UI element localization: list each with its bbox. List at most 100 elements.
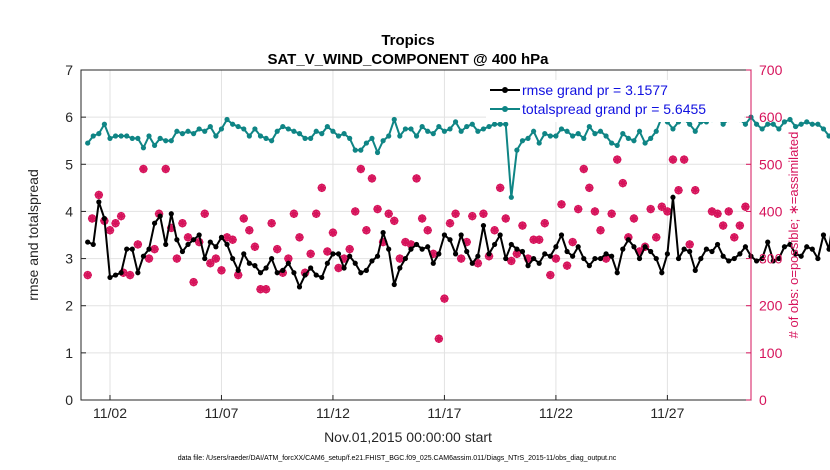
- rmse-point: [213, 244, 219, 250]
- asterisk-stroke: [88, 214, 96, 223]
- obs-assimilated-point: [206, 259, 215, 268]
- rmse-point: [508, 241, 514, 248]
- y-tick-label: 2: [65, 298, 73, 314]
- asterisk-stroke: [730, 233, 738, 241]
- asterisk-stroke: [229, 236, 237, 244]
- rmse-point: [230, 255, 236, 262]
- totalspread-point: [436, 123, 442, 130]
- asterisk-stroke: [457, 254, 465, 263]
- obs-assimilated-point: [417, 214, 427, 223]
- grid: [81, 70, 751, 400]
- rmse-point: [224, 241, 230, 248]
- totalspread-point: [687, 121, 693, 127]
- obs-assimilated-point: [239, 214, 248, 223]
- asterisk-stroke: [145, 254, 153, 263]
- rmse-point: [347, 253, 353, 259]
- rmse-point: [269, 255, 275, 262]
- asterisk-stroke: [284, 254, 292, 263]
- obs-assimilated-point: [718, 221, 728, 230]
- asterisk-stroke: [312, 210, 320, 218]
- rmse-point: [726, 258, 732, 264]
- asterisk-stroke: [435, 335, 443, 343]
- totalspread-point: [759, 126, 765, 132]
- totalspread-point: [313, 128, 319, 134]
- obs-assimilated-point: [116, 211, 126, 221]
- obs-assimilated-point: [579, 164, 588, 174]
- x-tick-label: 11/02: [93, 405, 127, 421]
- rmse-point: [96, 199, 102, 205]
- obs-assimilated-point: [495, 183, 505, 193]
- rmse-point: [257, 270, 264, 276]
- totalspread-point: [408, 126, 414, 132]
- asterisk-stroke: [134, 240, 142, 249]
- totalspread-point: [441, 128, 448, 134]
- rmse-point: [491, 241, 498, 248]
- asterisk-stroke: [669, 155, 677, 164]
- rmse-point: [475, 253, 481, 259]
- obs-assimilated-point: [534, 235, 544, 244]
- obs-assimilated-point: [245, 226, 254, 235]
- rmse-point: [202, 255, 208, 262]
- obs-assimilated-point: [557, 200, 566, 209]
- totalspread-point: [257, 133, 264, 139]
- asterisk-stroke: [580, 165, 588, 173]
- rmse-point: [620, 246, 626, 252]
- asterisk-stroke: [412, 174, 421, 183]
- totalspread-point: [503, 121, 509, 127]
- asterisk-stroke: [95, 191, 103, 199]
- rmse-point: [731, 255, 737, 262]
- rmse-point: [363, 267, 369, 273]
- rmse-point: [408, 246, 414, 252]
- rmse-point: [397, 265, 403, 271]
- data-file-footnote: data file: /Users/raeder/DAI/ATM_forcXX/…: [178, 455, 617, 462]
- totalspread-point: [753, 121, 760, 127]
- asterisk-stroke: [84, 271, 92, 279]
- rmse-point: [135, 270, 141, 276]
- obs-assimilated-point: [473, 259, 483, 268]
- totalspread-point: [358, 147, 364, 153]
- asterisk-stroke: [251, 243, 259, 251]
- obs-assimilated-point: [730, 233, 739, 242]
- rmse-point: [447, 237, 453, 243]
- obs-assimilated-point: [518, 221, 527, 230]
- asterisk-stroke: [736, 221, 744, 230]
- totalspread-point: [458, 128, 464, 134]
- asterisk-stroke: [268, 219, 276, 227]
- totalspread-point: [151, 142, 158, 149]
- totalspread-point: [347, 135, 353, 141]
- rmse-point: [480, 222, 487, 229]
- y-right-tick-label: 400: [759, 203, 783, 219]
- totalspread-point: [558, 126, 565, 132]
- obs-assimilated-point: [233, 270, 243, 280]
- x-tick-label: 11/27: [650, 405, 684, 421]
- asterisk-stroke: [139, 165, 148, 173]
- obs-assimilated-point: [490, 226, 499, 235]
- asterisk-stroke: [569, 238, 577, 246]
- y-right-tick-label: 300: [759, 251, 783, 267]
- asterisk-stroke: [474, 259, 482, 267]
- totalspread-point: [96, 131, 102, 137]
- totalspread-point: [497, 121, 503, 127]
- asterisk-stroke: [530, 236, 538, 244]
- rmse-point: [358, 270, 364, 276]
- totalspread-point: [118, 133, 124, 139]
- rmse-point: [642, 244, 648, 250]
- obs-assimilated-point: [150, 244, 159, 254]
- y-right-tick-label: 600: [759, 109, 783, 125]
- asterisk-stroke: [396, 254, 404, 263]
- rmse-point: [770, 258, 776, 264]
- chart-subtitle: SAT_V_WIND_COMPONENT @ 400 hPa: [267, 51, 549, 68]
- obs-assimilated-point: [596, 226, 605, 235]
- obs-assimilated-point: [94, 190, 104, 200]
- totalspread-point: [770, 121, 776, 127]
- obs-assimilated-point: [590, 207, 600, 216]
- rmse-point: [570, 253, 576, 259]
- obs-assimilated-point: [289, 209, 299, 218]
- y-right-tick-label: 100: [759, 345, 783, 361]
- y-right-tick-label: 500: [759, 156, 783, 172]
- asterisk-stroke: [663, 207, 671, 216]
- rmse-point: [737, 251, 743, 257]
- totalspread-point: [826, 133, 830, 139]
- obs-assimilated-point: [317, 183, 326, 193]
- asterisk-stroke: [201, 210, 209, 218]
